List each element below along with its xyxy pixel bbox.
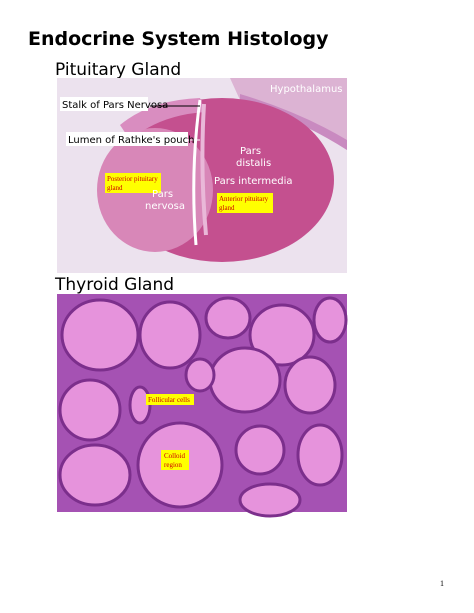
- pituitary-image: [57, 78, 347, 273]
- image-label: Pars intermedia: [214, 176, 292, 187]
- image-label: Lumen of Rathke's pouch: [68, 135, 194, 146]
- image-label: nervosa: [145, 201, 185, 212]
- image-label: Pars: [152, 189, 173, 200]
- image-label: Follicular cells: [148, 396, 190, 404]
- image-label: gland: [107, 184, 123, 192]
- image-label: gland: [219, 204, 235, 212]
- image-label: Colloid: [164, 452, 186, 460]
- thyroid-image: [57, 294, 348, 518]
- image-label: Anterior pituitary: [219, 195, 269, 203]
- image-label: Pars: [240, 146, 261, 157]
- image-label: distalis: [236, 158, 271, 169]
- section-heading: Thyroid Gland: [54, 275, 174, 295]
- image-label: Hypothalamus: [270, 84, 343, 95]
- title: Endocrine System Histology: [28, 28, 329, 50]
- image-label: Posterior pituitary: [107, 175, 158, 183]
- page-number: 1: [440, 579, 444, 588]
- image-label: Stalk of Pars Nervosa: [62, 100, 168, 111]
- section-heading: Pituitary Gland: [55, 60, 181, 80]
- image-label: region: [164, 461, 182, 469]
